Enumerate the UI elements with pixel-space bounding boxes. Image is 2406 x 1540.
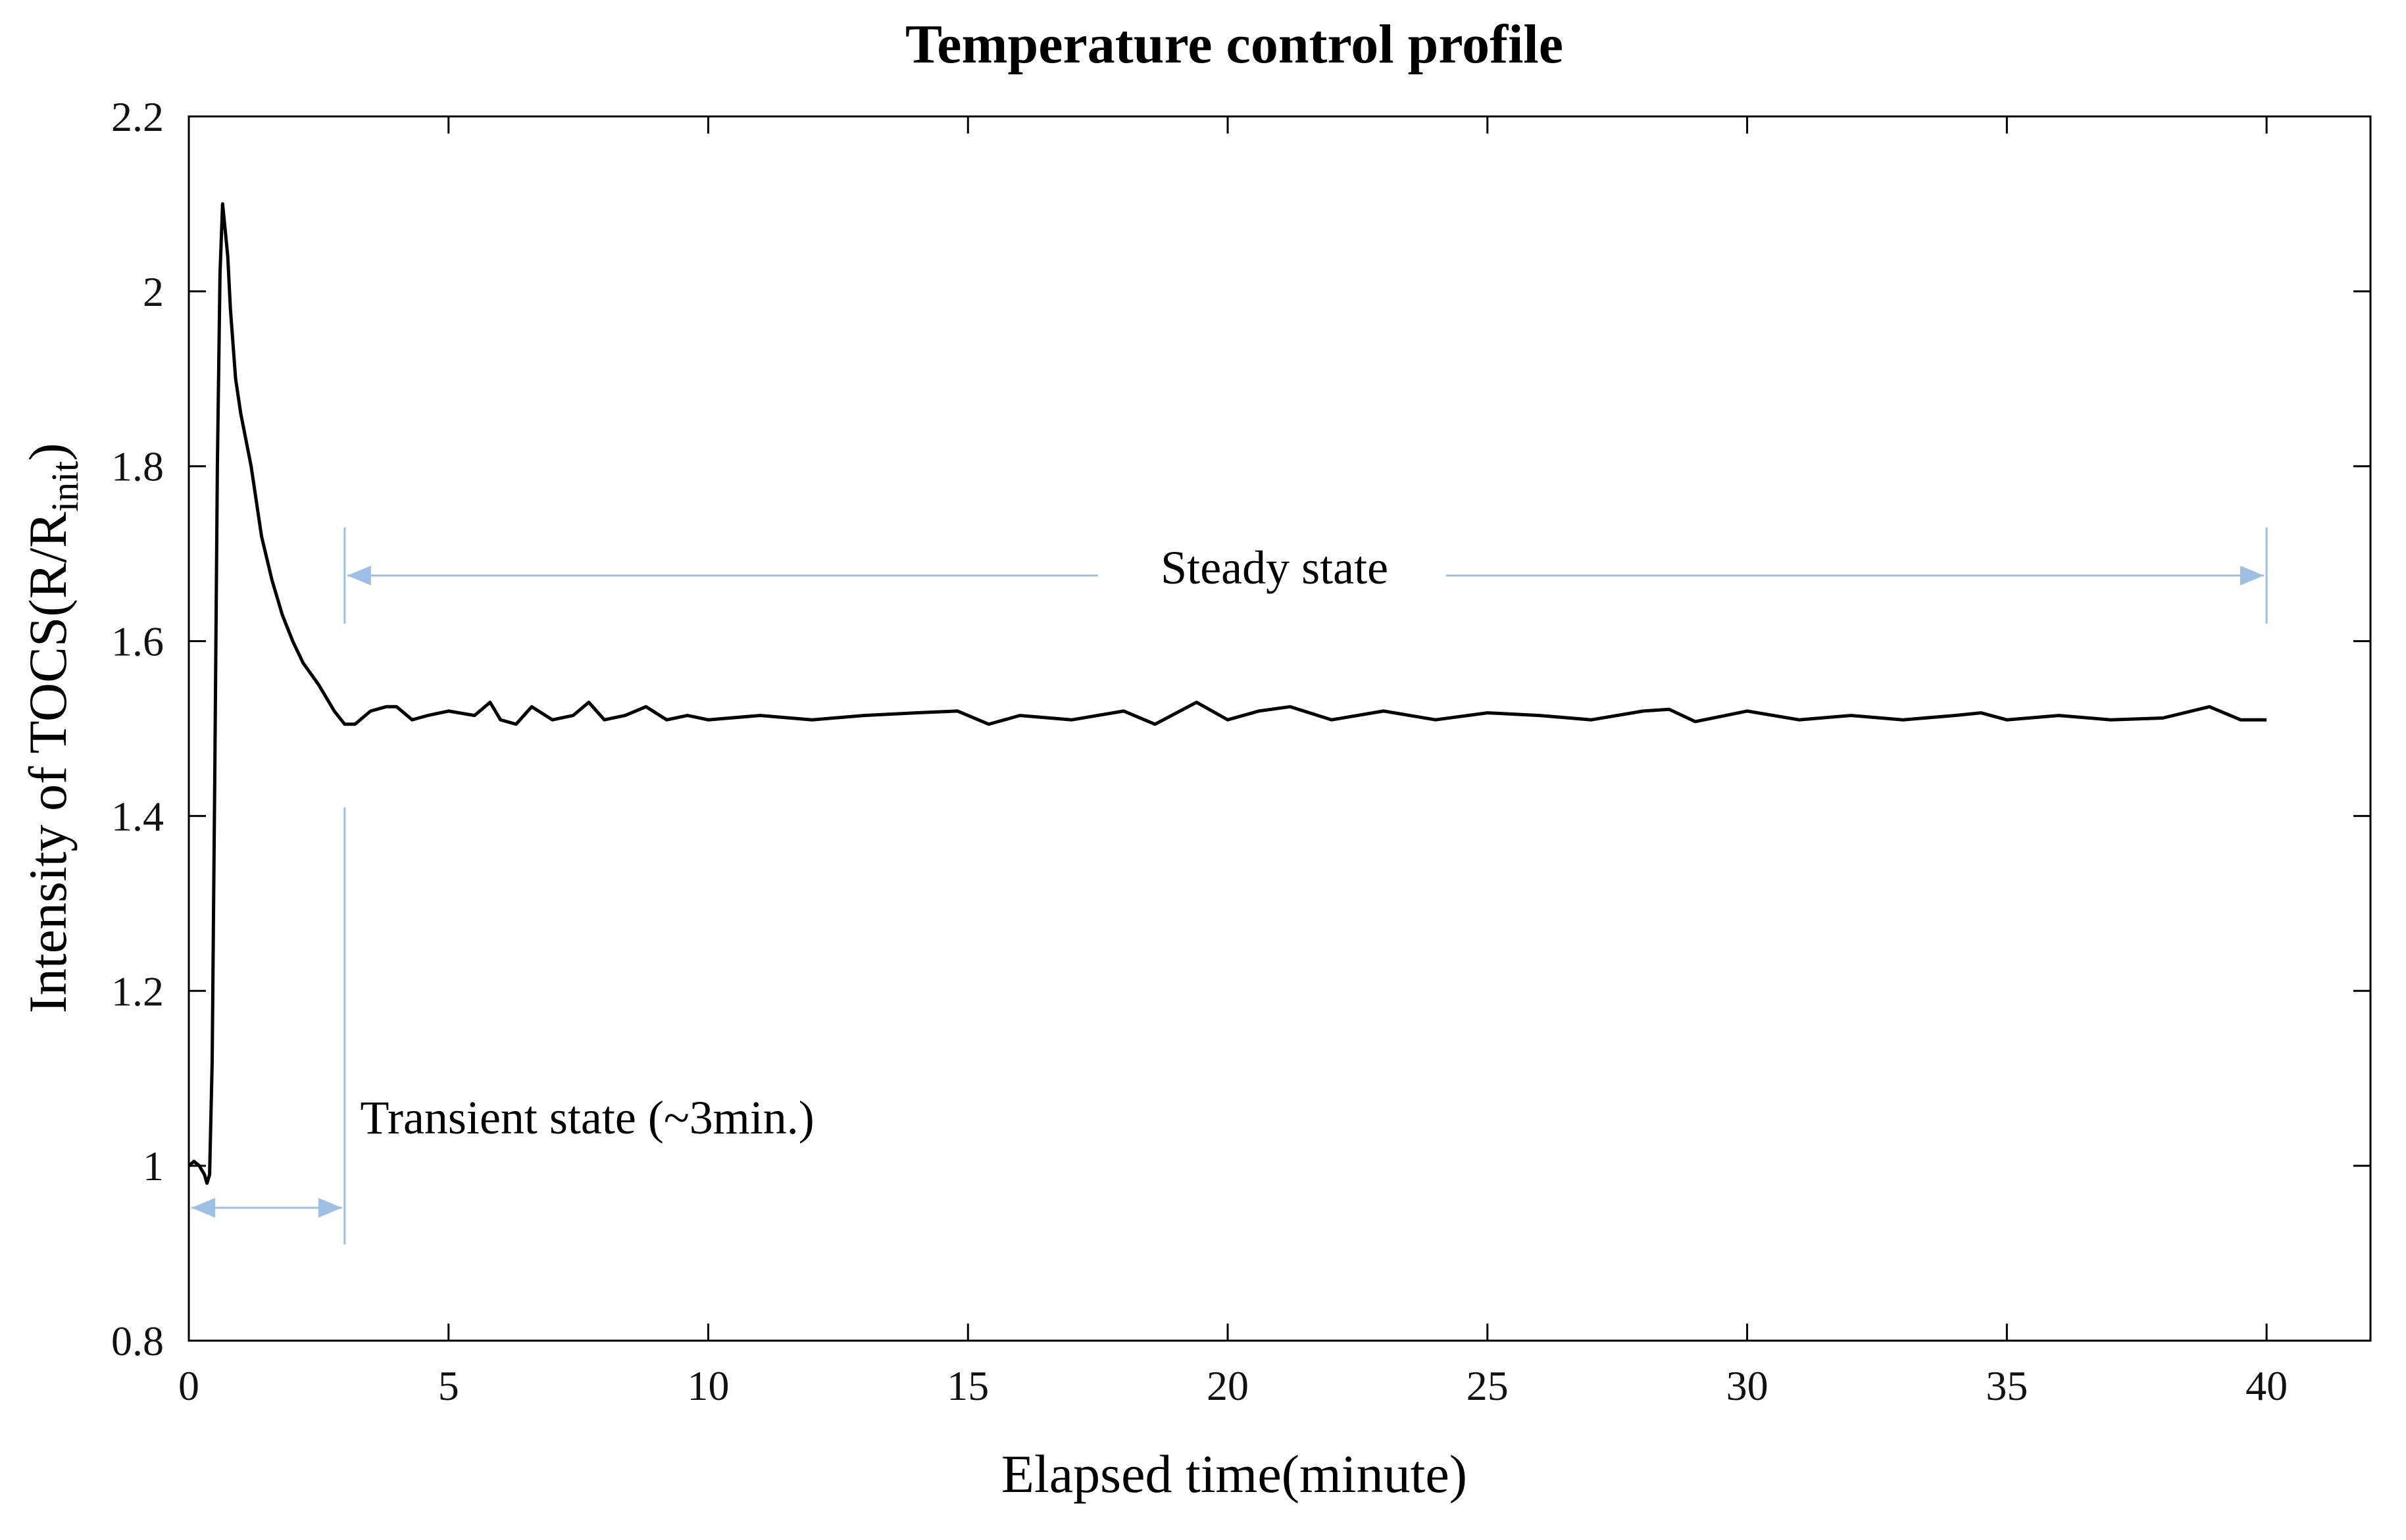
y-axis-label-suffix: ) — [18, 443, 78, 460]
x-tick-label: 30 — [1726, 1362, 1768, 1409]
x-tick-label: 0 — [178, 1362, 199, 1409]
plot-frame — [188, 115, 2372, 1342]
y-tick-label: 2 — [143, 268, 164, 315]
y-axis: 0.8 1 1.2 1.4 1.6 1.8 2 2.2 — [111, 93, 2370, 1364]
x-axis-label: Elapsed time(minute) — [1001, 1444, 1467, 1504]
steady-state-label: Steady state — [1161, 541, 1388, 594]
annotations: Steady state Transient state (~3min.) — [191, 527, 2268, 1245]
arrow-head — [191, 1197, 215, 1218]
arrow-head — [318, 1197, 342, 1218]
x-tick-label: 15 — [947, 1362, 989, 1409]
chart-title: Temperature control profile — [905, 14, 1563, 75]
y-tick-label: 0.8 — [111, 1318, 164, 1364]
x-tick-label: 5 — [438, 1362, 459, 1409]
x-tick-label: 40 — [2245, 1362, 2288, 1409]
x-tick-label: 10 — [688, 1362, 730, 1409]
transient-state-label: Transient state (~3min.) — [361, 1091, 815, 1144]
x-tick-label: 25 — [1466, 1362, 1509, 1409]
y-tick-label: 1.6 — [111, 618, 164, 665]
x-tick-label: 20 — [1207, 1362, 1249, 1409]
y-tick-label: 1.2 — [111, 968, 164, 1014]
y-tick-label: 1.8 — [111, 443, 164, 490]
y-axis-label: Intensity of TOCS(R/Rinit) — [18, 443, 86, 1013]
y-tick-label: 1.4 — [111, 793, 164, 839]
arrow-head — [347, 565, 371, 585]
y-tick-label: 2.2 — [111, 93, 164, 140]
series-line — [188, 202, 2267, 1185]
y-axis-label-main: Intensity of TOCS(R/R — [18, 512, 78, 1014]
y-tick-label: 1 — [143, 1143, 164, 1189]
arrow-head — [2240, 565, 2265, 585]
y-axis-label-subscript: init — [43, 461, 86, 512]
x-axis: 0 5 10 15 20 25 30 35 40 — [178, 116, 2288, 1409]
x-tick-label: 35 — [1986, 1362, 2028, 1409]
